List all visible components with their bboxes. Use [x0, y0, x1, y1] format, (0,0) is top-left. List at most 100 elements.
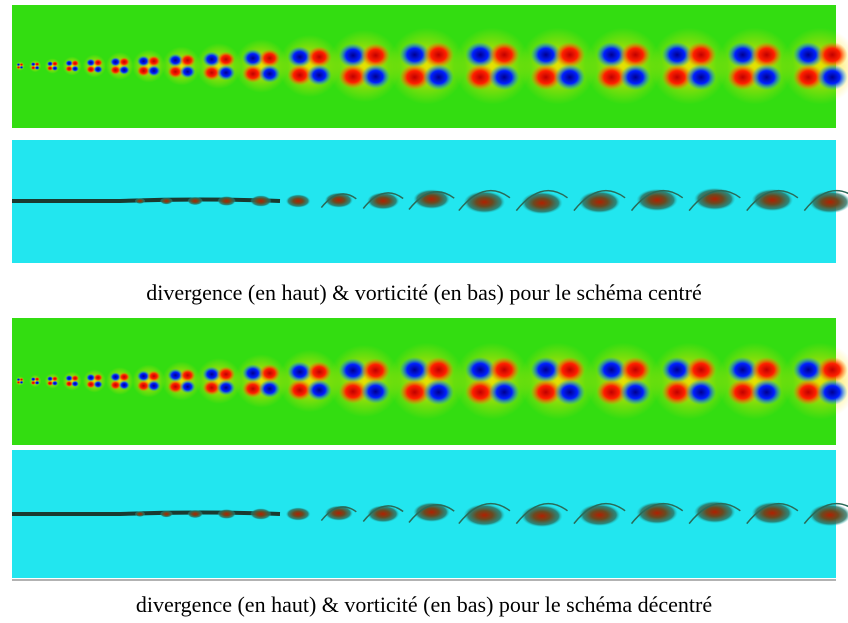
vortex	[134, 198, 146, 204]
lobe	[110, 372, 122, 382]
lobe	[817, 379, 848, 406]
lobe	[179, 53, 196, 67]
lobe	[685, 42, 717, 68]
lobe	[793, 357, 824, 383]
halo	[716, 27, 794, 105]
lobe	[179, 368, 196, 382]
lobe	[86, 380, 96, 389]
lobe	[489, 64, 520, 90]
lobe	[661, 357, 693, 383]
lobe	[530, 357, 562, 383]
vortex	[751, 501, 794, 525]
lobe	[34, 380, 40, 385]
lobe	[34, 62, 40, 67]
vortex	[324, 192, 354, 208]
lobe	[554, 357, 586, 383]
lobe	[306, 361, 332, 383]
halo	[132, 364, 166, 398]
vortex	[134, 511, 146, 517]
halo	[162, 361, 202, 401]
lobe	[71, 65, 79, 72]
vortex	[217, 196, 236, 206]
halo	[519, 342, 597, 420]
lobe	[110, 65, 122, 75]
lobe	[202, 51, 221, 67]
lobe	[287, 361, 313, 383]
lobe	[361, 379, 390, 404]
lobe	[465, 42, 496, 68]
lobe	[727, 42, 758, 68]
lobe	[86, 373, 96, 382]
lobe	[661, 379, 693, 406]
vortex	[413, 189, 450, 210]
lobe	[306, 379, 332, 401]
lobe	[465, 64, 496, 90]
vortex	[285, 194, 311, 208]
halo	[388, 342, 466, 420]
halo	[132, 49, 166, 83]
halo	[82, 369, 107, 393]
lobe	[287, 64, 313, 86]
lobe	[465, 379, 496, 406]
halo	[716, 342, 794, 420]
halo	[453, 27, 531, 105]
lobe	[46, 376, 54, 382]
lobe	[620, 379, 651, 406]
lobe	[259, 49, 281, 68]
vortex	[521, 191, 563, 215]
vortex	[160, 510, 173, 518]
lobe	[46, 380, 54, 386]
lobe	[242, 379, 264, 398]
lobe	[793, 379, 824, 406]
spiral	[458, 502, 511, 525]
lobe	[423, 42, 454, 68]
lobe	[202, 65, 221, 81]
vortex	[636, 188, 678, 212]
lobe	[34, 377, 40, 382]
halo	[650, 342, 728, 420]
lobe	[147, 55, 161, 67]
vortex	[367, 192, 400, 210]
lobe	[361, 64, 390, 89]
spiral	[458, 189, 511, 212]
lobe	[554, 64, 586, 90]
lobe	[86, 65, 96, 74]
lobe	[242, 364, 264, 383]
halo	[15, 376, 25, 386]
lobe	[34, 65, 40, 70]
lobe	[179, 65, 196, 79]
lobe	[202, 380, 221, 396]
lobe	[489, 42, 520, 68]
spiral	[803, 189, 848, 212]
lobe	[46, 61, 54, 67]
vortex	[367, 505, 400, 523]
vortex	[217, 509, 236, 519]
halo	[62, 371, 82, 391]
halo	[82, 54, 107, 78]
lobe	[137, 370, 151, 382]
lobe	[118, 372, 130, 382]
lobe	[306, 46, 332, 68]
lobe	[727, 64, 758, 90]
lobe	[216, 51, 236, 67]
lobe	[259, 364, 281, 383]
lobe	[620, 357, 651, 383]
lobe	[16, 63, 21, 67]
lobe	[167, 368, 184, 382]
lobe	[65, 380, 73, 387]
lobe	[817, 42, 848, 68]
spiral	[362, 192, 404, 209]
lobe	[338, 43, 368, 68]
lobe	[596, 357, 627, 383]
lobe	[65, 375, 73, 382]
wake-line	[12, 197, 281, 203]
lobe	[216, 380, 236, 396]
lobe	[110, 380, 122, 390]
lobe	[751, 64, 782, 90]
lobe	[65, 60, 73, 67]
lobe	[399, 379, 430, 406]
lobe	[361, 358, 390, 383]
lobe	[51, 61, 58, 67]
lobe	[530, 379, 562, 406]
